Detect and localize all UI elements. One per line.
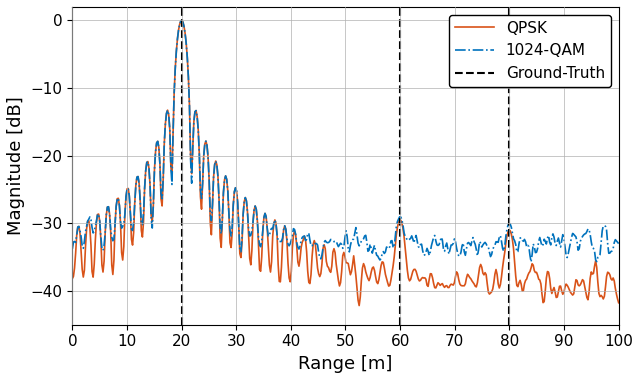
QPSK bbox=[68, 276, 76, 281]
1024-QAM bbox=[68, 247, 76, 251]
Ground-Truth bbox=[178, 11, 186, 16]
QPSK bbox=[615, 301, 623, 305]
1024-QAM bbox=[527, 260, 535, 264]
QPSK bbox=[329, 250, 337, 254]
1024-QAM bbox=[365, 248, 373, 253]
X-axis label: Range [m]: Range [m] bbox=[298, 355, 393, 373]
QPSK bbox=[332, 262, 340, 266]
Y-axis label: Magnitude [dB]: Magnitude [dB] bbox=[7, 97, 25, 235]
1024-QAM bbox=[178, 18, 186, 23]
QPSK bbox=[604, 270, 611, 274]
1024-QAM bbox=[615, 241, 623, 246]
1024-QAM bbox=[332, 239, 340, 244]
1024-QAM bbox=[395, 217, 403, 221]
QPSK bbox=[178, 18, 186, 23]
QPSK bbox=[518, 289, 526, 293]
Legend: QPSK, 1024-QAM, Ground-Truth: QPSK, 1024-QAM, Ground-Truth bbox=[449, 14, 611, 87]
1024-QAM bbox=[604, 241, 611, 246]
QPSK bbox=[355, 303, 363, 308]
1024-QAM bbox=[329, 239, 337, 243]
Line: 1024-QAM: 1024-QAM bbox=[72, 21, 619, 262]
Line: QPSK: QPSK bbox=[72, 21, 619, 306]
1024-QAM bbox=[517, 236, 525, 240]
QPSK bbox=[366, 275, 374, 280]
QPSK bbox=[396, 218, 403, 222]
Ground-Truth bbox=[178, 18, 186, 23]
